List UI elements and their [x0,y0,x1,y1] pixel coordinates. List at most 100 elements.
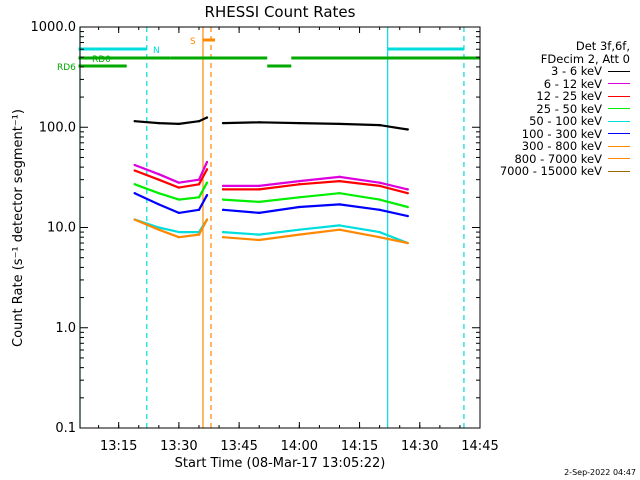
data-point-1-10 [406,188,409,191]
x-tick-label: 14:45 [461,439,498,454]
x-tick-label: 13:15 [100,439,137,454]
legend-label: 800 - 7000 keV [514,151,602,166]
data-point-2-2 [177,186,181,189]
series-line-6-part-1 [223,228,408,245]
legend-entry: 100 - 300 keV [430,126,630,141]
data-point-0-6 [257,121,261,124]
data-point-5-2 [177,211,181,215]
data-point-5-8 [338,203,341,206]
legend-entry: 25 - 50 keV [430,102,630,116]
data-point-0-8 [338,122,341,126]
data-point-5-1 [157,203,161,206]
legend-label: 6 - 12 keV [543,76,602,91]
data-point-6-6 [257,238,261,242]
legend-entry: 50 - 100 keV [430,115,630,128]
series-line-0-part-1 [223,121,408,131]
x-axis-label: Start Time (08-Mar-17 13:05:22) [175,456,386,471]
x-tick-label: 13:30 [160,439,197,454]
data-point-3-4 [205,181,209,184]
data-point-3-7 [298,196,301,199]
legend-swatch [608,145,630,147]
legend-rows: 3 - 6 keV 6 - 12 keV 12 - 25 keV 25 - 50 ke… [430,65,630,178]
series-line-1-part-0 [134,161,209,184]
plot-frame [79,26,481,429]
data-point-4-8 [338,224,341,227]
data-point-0-7 [298,121,301,125]
data-point-4-1 [157,226,161,229]
data-point-1-1 [157,173,161,176]
data-point-6-1 [157,228,161,231]
data-point-1-8 [338,175,341,179]
data-point-6-7 [298,233,301,236]
data-point-1-7 [298,179,301,183]
y-tick-label: 100.0 [39,120,76,135]
data-point-5-7 [298,205,301,209]
x-tick-label: 14:30 [401,439,438,454]
data-point-4-6 [257,233,261,236]
series-line-4-part-0 [134,218,208,234]
series-line-5-part-1 [223,203,408,218]
y-tick-label: 0.1 [55,421,76,436]
legend-entry: 800 - 7000 keV [430,151,630,166]
series-line-4-part-1 [223,224,409,245]
legend-label: 7000 - 15000 keV [499,164,602,178]
data-point-6-10 [406,241,409,245]
legend-label: 50 - 100 keV [529,114,602,128]
data-point-3-2 [177,198,181,201]
data-point-6-0 [133,218,136,221]
data-point-3-10 [406,205,409,209]
legend-swatch [608,95,630,97]
y-tick-label: 1000.0 [31,20,77,35]
data-point-1-6 [257,184,261,188]
data-point-0-2 [177,122,181,126]
data-point-4-9 [378,230,381,234]
data-point-1-9 [378,181,381,184]
flag-label-rd0: RD0 [92,55,111,65]
plot-marks: RD0 RD6 N S [57,27,480,428]
data-point-6-2 [177,236,181,239]
data-point-5-6 [257,211,261,215]
data-point-6-4 [205,218,209,221]
data-point-3-5 [221,198,225,201]
data-point-5-9 [378,208,381,212]
data-point-0-10 [406,128,409,131]
data-point-2-0 [133,169,136,172]
legend-swatch [608,170,630,172]
legend-label: 100 - 300 keV [521,126,602,141]
legend-swatch [608,108,630,110]
chart-title: RHESSI Count Rates [205,3,356,21]
data-point-3-9 [378,198,381,201]
data-point-0-5 [221,121,225,125]
legend-swatch [608,158,630,160]
data-point-4-5 [221,230,225,234]
data-point-2-10 [406,191,409,195]
data-point-0-9 [378,123,381,127]
data-point-1-0 [133,163,136,167]
data-point-1-3 [197,178,201,181]
legend-entry: 12 - 25 keV [430,90,630,103]
data-point-3-1 [157,191,161,195]
legend-header-line-1: Det 3f,6f, [575,39,630,53]
generation-timestamp: 2-Sep-2022 04:47 [564,468,636,477]
y-tick-label: 1.0 [55,321,76,336]
data-point-6-8 [338,228,341,231]
data-point-1-4 [205,160,209,164]
data-point-3-0 [133,183,136,186]
flag-label-s: S [190,37,196,47]
data-point-2-4 [205,168,209,171]
data-point-0-3 [197,119,201,123]
data-point-2-3 [197,183,201,186]
data-point-6-9 [378,236,381,239]
data-point-2-1 [157,178,161,181]
data-point-0-4 [205,116,209,119]
legend-entry: 3 - 6 keV [430,65,630,78]
data-point-5-5 [221,208,225,212]
legend-label: 12 - 25 keV [536,89,602,103]
data-point-3-6 [257,200,261,204]
flag-label-rd6: RD6 [57,63,76,73]
series-line-2-part-1 [223,180,408,195]
data-point-6-5 [221,236,225,239]
legend-header-line-2: FDecim 2, Att 0 [540,51,630,66]
flag-label-n: N [153,46,160,56]
